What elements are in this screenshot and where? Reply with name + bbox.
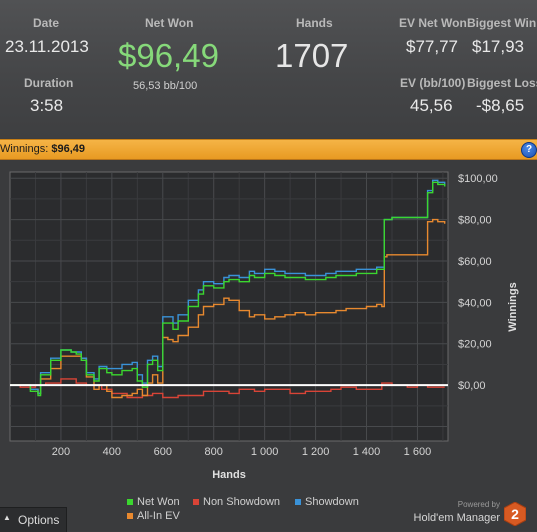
net-won-bb100: 56,53 bb/100 bbox=[133, 80, 198, 92]
brand-block: Powered by Hold'em Manager 2 bbox=[398, 500, 526, 530]
all-in-ev-swatch bbox=[127, 513, 133, 520]
series-line-non-showdown bbox=[10, 378, 445, 399]
x-axis-ticks: 200 400 600 800 1 000 1 200 1 400 1 600 bbox=[52, 446, 431, 458]
x-tick-label: 1 600 bbox=[404, 446, 432, 458]
options-button[interactable]: ▲ Options bbox=[0, 507, 67, 532]
x-tick-label: 1 200 bbox=[302, 446, 330, 458]
x-tick-label: 600 bbox=[154, 446, 172, 458]
winnings-chart[interactable]: 200 400 600 800 1 000 1 200 1 400 1 600 $0,00 $2… bbox=[0, 160, 537, 500]
legend-label: Net Won bbox=[137, 496, 180, 508]
net-won-label: Net Won bbox=[145, 16, 194, 30]
ev-bb100-value: 45,56 bbox=[410, 96, 453, 115]
help-icon[interactable]: ? bbox=[521, 142, 537, 158]
duration-label: Duration bbox=[24, 76, 74, 90]
legend-label: Showdown bbox=[305, 496, 359, 508]
non-showdown-swatch bbox=[193, 499, 199, 506]
y-tick-label: $100,00 bbox=[458, 173, 498, 185]
brand-name: Hold'em Manager bbox=[413, 512, 500, 524]
expand-arrow-icon: ▲ bbox=[3, 513, 11, 522]
legend-item-showdown[interactable]: Showdown bbox=[295, 496, 359, 508]
x-tick-label: 200 bbox=[52, 446, 70, 458]
session-stats-panel: Date 23.11.2013 Duration 3:58 Net Won $9… bbox=[0, 0, 537, 138]
chart-series bbox=[10, 179, 448, 399]
x-axis-label: Hands bbox=[212, 469, 246, 481]
legend-item-non-showdown[interactable]: Non Showdown bbox=[193, 496, 280, 508]
hands-label: Hands bbox=[296, 16, 333, 30]
powered-by-text: Powered by bbox=[457, 500, 500, 509]
x-tick-label: 800 bbox=[205, 446, 223, 458]
winnings-label: Winnings: bbox=[0, 143, 49, 155]
options-label: Options bbox=[18, 513, 60, 527]
legend-item-net-won[interactable]: Net Won bbox=[127, 496, 180, 508]
showdown-swatch bbox=[295, 499, 301, 506]
winnings-value: $96,49 bbox=[51, 143, 86, 155]
winnings-bar: Winnings: $96,49 ? bbox=[0, 139, 537, 160]
net-won-value: $96,49 bbox=[118, 37, 219, 74]
y-axis-ticks: $0,00 $20,00 $40,00 $60,00 $80,00 $100,00 bbox=[458, 173, 498, 392]
y-tick-label: $40,00 bbox=[458, 297, 492, 309]
logo-text: 2 bbox=[511, 506, 519, 522]
series-line-net-won bbox=[10, 181, 446, 397]
biggest-win-label: Biggest Win bbox=[467, 16, 537, 30]
legend-item-all-in-ev[interactable]: All-In EV bbox=[127, 510, 180, 522]
winnings-chart-area: 200 400 600 800 1 000 1 200 1 400 1 600 $0,00 $2… bbox=[0, 160, 537, 531]
x-tick-label: 1 000 bbox=[251, 446, 279, 458]
y-axis-label: Winnings bbox=[507, 282, 519, 331]
net-won-swatch bbox=[127, 499, 133, 506]
hands-value: 1707 bbox=[275, 37, 349, 74]
x-tick-label: 400 bbox=[103, 446, 121, 458]
duration-value: 3:58 bbox=[30, 96, 64, 115]
date-label: Date bbox=[33, 16, 60, 30]
biggest-win-value: $17,93 bbox=[472, 37, 524, 56]
winnings-summary: Winnings: $96,49 bbox=[0, 143, 85, 155]
ev-net-won-value: $77,77 bbox=[406, 37, 458, 56]
legend-label: All-In EV bbox=[137, 510, 180, 522]
ev-bb100-label: EV (bb/100) bbox=[400, 76, 466, 90]
date-value: 23.11.2013 bbox=[5, 37, 89, 56]
y-tick-label: $60,00 bbox=[458, 256, 492, 268]
legend-label: Non Showdown bbox=[203, 496, 281, 508]
y-tick-label: $80,00 bbox=[458, 215, 492, 227]
ev-net-won-label: EV Net Won bbox=[399, 16, 467, 30]
biggest-loss-value: -$8,65 bbox=[476, 96, 525, 115]
series-line-all-in-ev bbox=[10, 218, 446, 399]
biggest-loss-label: Biggest Loss bbox=[467, 76, 537, 90]
y-tick-label: $0,00 bbox=[458, 380, 486, 392]
x-tick-label: 1 400 bbox=[353, 446, 381, 458]
holdem-manager-logo-icon: 2 bbox=[504, 502, 526, 526]
y-tick-label: $20,00 bbox=[458, 339, 492, 351]
